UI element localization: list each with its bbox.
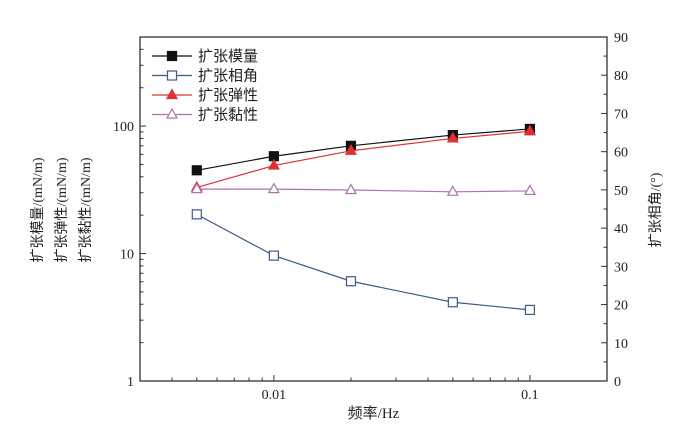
legend-marker-3 (165, 107, 179, 119)
data-point-2 (523, 124, 536, 136)
data-point-3 (344, 183, 357, 195)
data-point-1 (524, 304, 536, 316)
data-point-2 (446, 131, 459, 143)
legend-label-2: 扩张弹性 (198, 87, 258, 104)
data-point-1 (268, 250, 279, 261)
data-point-3 (446, 185, 459, 196)
data-point-2 (267, 158, 280, 170)
legend-marker-1 (166, 70, 178, 81)
data-point-2 (344, 144, 357, 155)
series-line-2 (196, 130, 530, 189)
legend-marker-2 (165, 88, 179, 100)
x-tick-label: 0.01 (262, 388, 287, 403)
legend-label-0: 扩张模量 (198, 48, 258, 65)
legend-label-1: 扩张相角 (198, 68, 258, 85)
y-right-tick-label: 0 (614, 375, 621, 390)
y-left-tick-label: 10 (120, 248, 134, 263)
legend-label-3: 扩张黏性 (198, 107, 258, 124)
y-right-tick-label: 10 (614, 337, 628, 352)
y-left-tick-label: 100 (113, 120, 134, 135)
y-right-tick-label: 70 (614, 107, 628, 122)
data-point-1 (345, 276, 357, 287)
y-right-tick-label: 90 (614, 31, 628, 46)
data-point-1 (191, 209, 202, 220)
y-left-axis-label: 扩张黏性/(mN/m) (78, 157, 94, 262)
y-left-tick-label: 1 (127, 375, 134, 390)
series-line-1 (196, 213, 530, 311)
y-left-axis-label: 扩张弹性/(mN/m) (54, 157, 70, 262)
series-line-3 (196, 188, 530, 193)
y-left-axis-label: 扩张模量/(mN/m) (30, 157, 46, 262)
data-point-1 (447, 297, 458, 308)
y-right-tick-label: 40 (614, 222, 628, 237)
y-right-tick-label: 30 (614, 260, 628, 275)
data-point-3 (190, 182, 203, 194)
x-axis-label: 频率/Hz (348, 405, 400, 422)
y-right-tick-label: 80 (614, 69, 628, 84)
legend-marker-0 (166, 50, 178, 62)
y-right-tick-label: 20 (614, 299, 628, 314)
x-tick-label: 0.1 (521, 388, 539, 403)
data-point-3 (523, 184, 536, 196)
y-right-axis-label: 扩张相角/(°) (648, 172, 664, 247)
y-right-tick-label: 50 (614, 184, 628, 199)
data-point-3 (267, 182, 280, 194)
y-right-tick-label: 60 (614, 146, 628, 161)
data-point-0 (191, 165, 202, 176)
